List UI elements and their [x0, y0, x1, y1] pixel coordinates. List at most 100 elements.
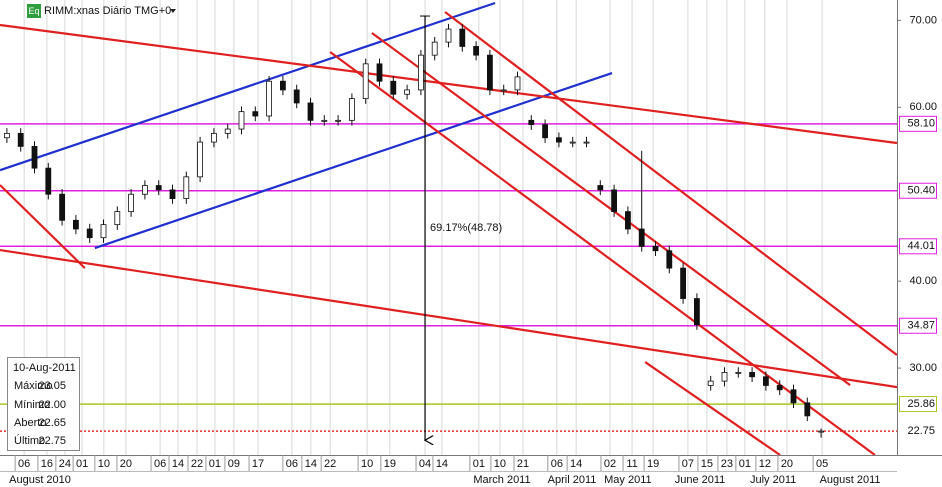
- candle-body: [680, 267, 686, 299]
- trend-line: [444, 11, 897, 356]
- x-tick-label: 06: [551, 458, 563, 470]
- info-date: 10-Aug-2011: [13, 362, 76, 374]
- trend-line: [371, 32, 851, 386]
- candle-body: [197, 141, 204, 178]
- level-label: 34.87: [907, 320, 935, 332]
- dropdown-icon[interactable]: [170, 9, 176, 13]
- level-label: 44.01: [907, 240, 935, 252]
- x-tick-label: 14: [172, 458, 184, 470]
- candle-body: [390, 80, 397, 95]
- trend-line: [0, 184, 86, 269]
- x-tick-label: 04: [419, 458, 431, 470]
- x-tick-label: 22: [324, 458, 336, 470]
- candle-body: [86, 228, 93, 239]
- candle-body: [31, 146, 38, 169]
- level-label-box: [899, 115, 937, 132]
- x-tick-label: 19: [647, 458, 659, 470]
- month-label: April 2011: [548, 474, 597, 486]
- candle-body: [210, 132, 217, 143]
- x-tick-label: 10: [361, 458, 373, 470]
- info-value: 22.75: [38, 435, 66, 447]
- candle-body: [763, 376, 769, 386]
- candle-body: [100, 224, 107, 239]
- candle-body: [707, 380, 714, 386]
- candle-body: [169, 189, 176, 199]
- plot-area: 69.17%(48.78): [0, 1, 897, 455]
- candle-body: [141, 185, 148, 195]
- level-label-box: [899, 396, 937, 413]
- x-tick-label: 19: [384, 458, 396, 470]
- level-label-box: [899, 238, 937, 255]
- y-tick-label: 30.00: [909, 362, 937, 374]
- candle-body: [818, 430, 824, 433]
- candle-body: [542, 124, 548, 139]
- candle-body: [45, 167, 52, 195]
- candle-body: [376, 63, 383, 82]
- x-tick-label: 24: [59, 458, 71, 470]
- month-label: May 2011: [604, 474, 652, 486]
- candle-body: [597, 185, 604, 191]
- candle-body: [307, 102, 314, 121]
- trend-line: [329, 51, 876, 455]
- x-tick-label: 15: [701, 458, 713, 470]
- x-tick-label: 16: [41, 458, 53, 470]
- candle-body: [638, 228, 645, 247]
- candle-body: [224, 128, 231, 134]
- y-tick-label: 70.00: [909, 14, 937, 26]
- info-box-frame: [7, 357, 80, 451]
- x-tick-label: 01: [473, 458, 485, 470]
- trend-line: [0, 248, 897, 389]
- badge-text: Eq: [28, 6, 39, 16]
- candle-body: [776, 385, 783, 391]
- info-label: Aberto: [14, 417, 46, 429]
- candle-body: [611, 189, 617, 213]
- info-value: 22.65: [38, 417, 66, 429]
- x-tick-label: 01: [76, 458, 88, 470]
- candle-body: [17, 132, 24, 147]
- candle-body: [486, 54, 493, 91]
- candle-body: [790, 389, 797, 404]
- x-tick-label: 06: [286, 458, 298, 470]
- x-tick-label: 12: [759, 458, 771, 470]
- x-tick-label: 21: [517, 458, 529, 470]
- candle-body: [128, 193, 135, 213]
- candle-body: [279, 80, 286, 91]
- candle-body: [445, 28, 452, 43]
- candle-body: [583, 141, 590, 144]
- x-tick-label: 20: [120, 458, 132, 470]
- x-tick-label: 11: [626, 458, 637, 470]
- candle-body: [293, 89, 300, 104]
- x-tick-label: 06: [154, 458, 166, 470]
- candle-body: [473, 46, 480, 56]
- candle-body: [721, 372, 728, 382]
- candle-body: [804, 402, 811, 417]
- measure-label: 69.17%(48.78): [430, 222, 502, 234]
- info-value: 22.00: [38, 399, 66, 411]
- candle-body: [155, 185, 162, 191]
- x-tick-label: 14: [305, 458, 317, 470]
- month-label: June 2011: [675, 474, 726, 486]
- info-label: Mínimo: [14, 399, 50, 411]
- x-tick-label: 05: [816, 458, 828, 470]
- candle-body: [431, 41, 438, 56]
- x-tick-label: 10: [494, 458, 506, 470]
- y-tick-label: 60.00: [909, 101, 937, 113]
- candle-body: [114, 211, 121, 226]
- chart-title: RIMM:xnas Diário TMG+0: [44, 5, 171, 17]
- candle-body: [266, 80, 273, 117]
- badge: [27, 4, 41, 18]
- candle-body: [625, 211, 631, 230]
- candle-body: [362, 63, 369, 100]
- level-label: 25.86: [907, 398, 935, 410]
- x-tick-label: 01: [739, 458, 751, 470]
- candle-body: [652, 245, 659, 252]
- candle-body: [528, 119, 535, 126]
- x-tick-label: 14: [570, 458, 582, 470]
- info-label: Máximo: [14, 380, 53, 392]
- candle-body: [252, 111, 259, 117]
- x-tick-label: 01: [209, 458, 221, 470]
- x-tick-label: 23: [721, 458, 733, 470]
- x-tick-label: 20: [781, 458, 793, 470]
